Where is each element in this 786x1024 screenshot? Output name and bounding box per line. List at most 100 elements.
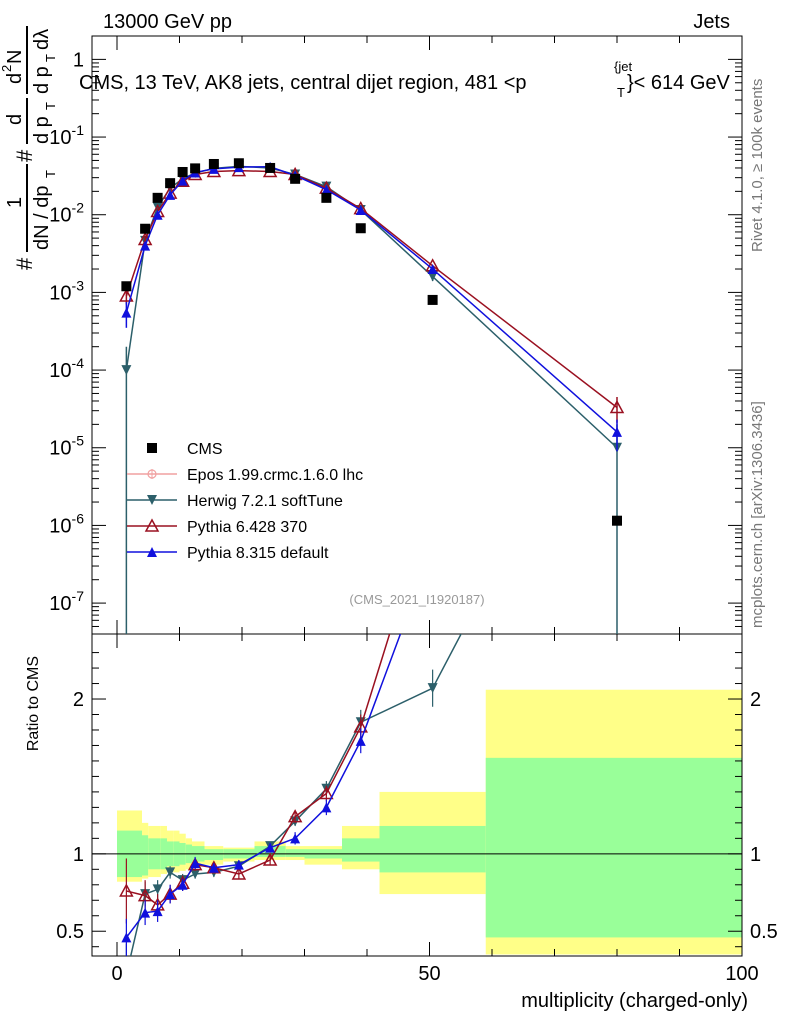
pythia8-marker [165, 189, 176, 200]
ylabel-frac1-den-sub: T [43, 170, 58, 178]
ylabel-frac2-num: d [4, 114, 26, 125]
herwig-marker [165, 867, 176, 878]
cms-series [121, 158, 622, 526]
y-tick-label-top: 10-4 [49, 355, 84, 382]
y-axis-label-bottom: Ratio to CMS [25, 656, 42, 751]
legend: CMS Epos 1.99.crmc.1.6.0 lhc Herwig 7.2.1 … [127, 441, 363, 562]
pythia8-marker [147, 547, 157, 557]
y-tick-label-bottom-right: 2 [750, 689, 761, 711]
y-tick-label-bottom: 2 [73, 689, 84, 711]
cms-marker [321, 192, 332, 203]
pythia8-series [121, 161, 622, 452]
herwig-ratio-series [121, 634, 462, 980]
bottom-panel-frame [91, 633, 743, 957]
axes: 0 50 100 10-7 10-6 10-5 10-4 10-3 10-2 10-1 1 0.5 0.… [49, 35, 778, 985]
cms-marker [208, 158, 219, 169]
pythia8-marker [152, 906, 163, 917]
ylabel-hash: # [12, 257, 37, 270]
cms-marker [355, 223, 366, 234]
ylabel-frac2-den: d p [31, 116, 53, 144]
ylabel-frac3-den-end: dλ [31, 29, 53, 50]
legend-label-epos: Epos 1.99.crmc.1.6.0 lhc [187, 467, 363, 484]
band-inner [342, 838, 380, 862]
ylabel-frac1-num: 1 [4, 197, 26, 208]
cms-marker [233, 158, 244, 169]
y-tick-label-bottom-right: 0.5 [750, 921, 778, 943]
ylabel-frac3-num-sup: 2 [0, 65, 14, 72]
rivet-version-label: Rivet 4.1.0, ≥ 100k events [749, 79, 766, 252]
herwig-marker [121, 970, 131, 980]
cms-marker [140, 223, 151, 234]
band-inner [142, 835, 149, 876]
cms-marker [147, 443, 157, 453]
pythia8-marker [177, 879, 188, 890]
y-tick-label-top: 10-2 [49, 200, 84, 227]
x-axis-label: multiplicity (charged-only) [521, 990, 748, 1012]
pythia6-marker [262, 852, 278, 866]
pythia6-marker [319, 785, 334, 800]
x-tick-label: 0 [111, 963, 122, 985]
pythia8-ratio-series [121, 634, 402, 956]
pythia8-marker [140, 240, 151, 251]
plot-title: CMS, 13 TeV, AK8 jets, central dijet reg… [79, 59, 731, 100]
pythia6-marker [609, 399, 625, 414]
pythia8-marker [121, 932, 132, 943]
ylabel-frac2-den-sub: T [43, 102, 58, 110]
pythia8-marker [427, 264, 438, 275]
herwig-marker [152, 884, 163, 895]
ylabel-frac3-num: d [4, 73, 26, 84]
pythia8-marker [190, 858, 201, 869]
cms-marker [152, 192, 163, 203]
analysis-id: (CMS_2021_I1920187) [349, 592, 484, 607]
pythia6-marker [231, 866, 247, 880]
title-sup: {jet [614, 59, 632, 74]
y-tick-label-bottom-right: 1 [750, 844, 761, 866]
title-end: }< 614 GeV [627, 72, 731, 94]
band-inner [379, 825, 486, 873]
title-sub: T [617, 85, 625, 100]
cms-marker [121, 281, 132, 292]
ratio-uncertainty-bands [117, 689, 742, 955]
pythia8-marker [321, 184, 332, 195]
pythia6-marker [175, 173, 190, 187]
y-tick-label-top: 10-5 [49, 433, 84, 460]
mcplots-label: mcplots.cern.ch [arXiv:1306.3436] [749, 401, 766, 628]
pythia8-marker [612, 426, 622, 437]
legend-label-cms: CMS [187, 441, 223, 458]
pythia6-line [125, 169, 618, 409]
y-tick-label-top: 10-1 [49, 122, 84, 149]
band-inner [485, 757, 742, 938]
herwig-marker [427, 271, 438, 282]
herwig-marker [147, 495, 157, 505]
y-tick-label-top: 10-6 [49, 510, 84, 537]
y-tick-label-top: 10-7 [49, 588, 84, 615]
band-inner [285, 849, 305, 857]
pythia8-marker [290, 833, 301, 844]
pythia8-marker [140, 907, 151, 918]
cms-marker [612, 515, 622, 526]
pythia8-line [125, 165, 618, 433]
pythia8-ratio-line [125, 634, 402, 938]
pythia6-marker [119, 883, 134, 897]
herwig-marker [152, 202, 163, 213]
x-tick-label: 50 [418, 963, 440, 985]
title-main: CMS, 13 TeV, AK8 jets, central dijet reg… [79, 72, 527, 94]
pythia8-marker [152, 209, 163, 220]
y-axis-label-top: # 1 dN / dp T # d d p T d 2 N d p T dλ [0, 26, 58, 270]
x-tick-label: 100 [725, 963, 758, 985]
cms-marker [290, 173, 301, 184]
data-series [119, 158, 625, 980]
pythia8-marker [121, 307, 132, 318]
herwig-ratio-line [129, 634, 462, 956]
herwig-marker [427, 683, 438, 694]
energy-label: 13000 GeV pp [103, 11, 232, 33]
legend-label-pythia6: Pythia 6.428 370 [187, 519, 307, 536]
ylabel-frac3-den: d p [31, 66, 53, 94]
cms-marker [427, 294, 438, 305]
ylabel-hash2: # [12, 149, 37, 162]
pythia8-marker [355, 205, 366, 216]
pythia8-marker [321, 802, 332, 813]
ylabel-frac1-den: dN / dp [31, 186, 53, 250]
cms-marker [165, 178, 176, 189]
